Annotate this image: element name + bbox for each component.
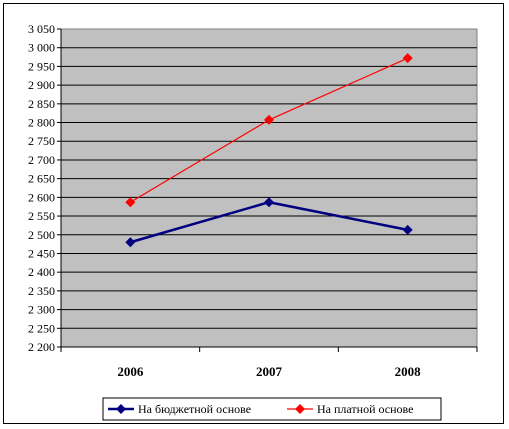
data-point-budget: [125, 237, 136, 248]
legend-label-budget: На бюджетной основе: [138, 402, 251, 416]
y-tick-label: 2 500: [28, 228, 55, 242]
data-point-budget: [264, 197, 274, 208]
x-tick-label: 2007: [256, 364, 283, 379]
y-axis: 2 200 2 250 2 300 2 350 2 400 2 450 2 500 2 550…: [28, 22, 62, 354]
y-tick-label: 2 450: [28, 246, 55, 260]
y-tick-label: 2 300: [28, 303, 55, 317]
legend-marker-budget: [116, 404, 126, 414]
y-tick-label: 2 350: [28, 284, 55, 298]
x-tick-label: 2006: [117, 364, 144, 379]
legend-label-paid: На платной основе: [317, 402, 413, 416]
data-point-budget: [402, 224, 413, 235]
y-tick-label: 2 850: [28, 97, 55, 111]
y-tick-label: 2 800: [28, 116, 55, 130]
y-tick-label: 2 650: [28, 172, 55, 186]
y-tick-label: 3 000: [28, 41, 55, 55]
y-tick-label: 2 400: [28, 265, 55, 279]
y-tick-label: 3 050: [28, 22, 55, 36]
y-tick-label: 2 550: [28, 209, 55, 223]
y-tick-label: 2 950: [28, 59, 55, 73]
x-tick-label: 2008: [395, 364, 422, 379]
y-tick-label: 2 250: [28, 321, 55, 335]
y-tick-label: 2 900: [28, 78, 55, 92]
data-point-paid: [125, 197, 136, 208]
series-group: [125, 53, 413, 248]
legend: На бюджетной основе На платной основе: [102, 397, 442, 421]
data-point-paid: [264, 114, 274, 125]
legend-box: [102, 397, 442, 421]
plot-area: [60, 28, 478, 348]
x-axis: 2006 2007 2008: [60, 346, 478, 379]
y-tick-label: 2 750: [28, 134, 55, 148]
y-tick-label: 2 600: [28, 190, 55, 204]
y-tick-label: 2 200: [28, 340, 55, 354]
legend-marker-paid: [295, 404, 305, 414]
y-tick-label: 2 700: [28, 153, 55, 167]
data-point-paid: [402, 53, 413, 64]
